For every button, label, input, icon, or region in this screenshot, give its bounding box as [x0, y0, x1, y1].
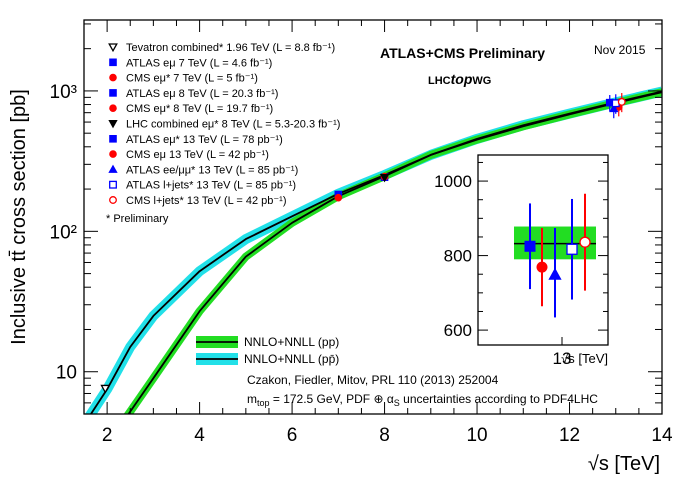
- legend-marker: [109, 73, 117, 82]
- legend-marker: [109, 89, 117, 97]
- legend-label: LHC combined eμ* 8 TeV (L = 5.3-20.3 fb⁻…: [126, 119, 340, 131]
- legend-label: ATLAS eμ 8 TeV (L = 20.3 fb⁻¹): [126, 88, 278, 100]
- theory-legend-label: NNLO+NNLL (pp): [244, 335, 339, 349]
- chart-date: Nov 2015: [594, 43, 646, 57]
- x-axis-title: √s [TeV]: [588, 453, 660, 475]
- inset-data-point: [566, 243, 578, 255]
- legend-marker: [109, 135, 117, 143]
- legend-marker: [109, 196, 117, 204]
- x-tick-label: 2: [102, 425, 113, 446]
- legend-marker: [109, 150, 117, 158]
- measurement-legend: Tevatron combined* 1.96 TeV (L = 8.8 fb⁻…: [108, 42, 340, 207]
- x-tick-label: 12: [559, 425, 580, 446]
- preliminary-note: * Preliminary: [106, 213, 169, 225]
- measurement-points: [100, 93, 626, 394]
- theory-reference: Czakon, Fiedler, Mitov, PRL 110 (2013) 2…: [247, 373, 499, 387]
- legend-marker: [108, 43, 118, 53]
- legend-label: CMS eμ 13 TeV (L = 42 pb⁻¹): [126, 149, 269, 161]
- legend-label: ATLAS l+jets* 13 TeV (L = 85 pb⁻¹): [126, 180, 296, 192]
- inset-x-tick-label: 13: [553, 349, 572, 368]
- legend-marker: [109, 104, 117, 112]
- group-label-post: WG: [472, 75, 491, 87]
- y-tick-label: 10: [56, 363, 77, 384]
- group-label-pre: LHC: [428, 75, 451, 87]
- theory-legend: NNLO+NNLL (pp) NNLO+NNLL (pp̄): [196, 335, 339, 366]
- plot-frame: [83, 19, 663, 415]
- chart-title: ATLAS+CMS Preliminary: [380, 45, 545, 61]
- x-tick-label: 4: [194, 425, 205, 446]
- inset-data-point: [536, 261, 548, 273]
- inset-y-tick-label: 800: [444, 247, 472, 266]
- data-point: [617, 97, 626, 106]
- x-tick-label: 14: [651, 425, 673, 446]
- legend-marker: [108, 119, 118, 129]
- legend-label: CMS eμ* 8 TeV (L = 19.7 fb⁻¹): [126, 103, 273, 115]
- axes: 2 4 6 8 10 12 14 10 10² 10³: [50, 20, 673, 446]
- x-tick-label: 8: [379, 425, 390, 446]
- data-point: [334, 193, 343, 202]
- group-label-bold: top: [451, 71, 473, 87]
- theory-line-pp: [127, 91, 662, 414]
- y-tick-label: 10³: [50, 82, 77, 103]
- legend-marker: [109, 58, 117, 67]
- inset-data-point: [524, 240, 536, 252]
- legend-label: CMS l+jets* 13 TeV (L = 42 pb⁻¹): [126, 195, 287, 207]
- x-tick-label: 10: [466, 425, 487, 446]
- inset-frame: [477, 154, 609, 346]
- inset-data-point: [548, 267, 562, 280]
- legend-label: CMS eμ* 7 TeV (L = 5 fb⁻¹): [126, 73, 258, 85]
- legend-label: ATLAS eμ* 13 TeV (L = 78 pb⁻¹): [126, 134, 283, 146]
- legend-label: Tevatron combined* 1.96 TeV (L = 8.8 fb⁻…: [126, 42, 335, 54]
- x-tick-label: 6: [287, 425, 298, 446]
- y-tick-label: 10²: [50, 222, 77, 243]
- inset-y-tick-label: 600: [444, 321, 472, 340]
- inset-data-point: [579, 236, 591, 248]
- inset-y-tick-label: 1000: [434, 172, 472, 191]
- group-label: LHCtopWG: [428, 71, 491, 87]
- legend-label: ATLAS ee/μμ* 13 TeV (L = 85 pb⁻¹): [126, 164, 298, 176]
- theory-legend-label: NNLO+NNLL (pp̄): [244, 352, 339, 366]
- y-axis-title: Inclusive tt̄ cross section [pb]: [8, 89, 30, 345]
- inset-x-axis-title: √s [TeV]: [561, 351, 608, 366]
- legend-marker: [109, 180, 117, 189]
- mtop-note: mtop = 172.5 GeV, PDF ⊕ αS uncertainties…: [247, 392, 598, 408]
- data-point: [100, 384, 111, 394]
- legend-label: ATLAS eμ 7 TeV (L = 4.6 fb⁻¹): [126, 57, 272, 69]
- inset-plot: 600 800 1000 13√s [TeV]: [434, 147, 616, 373]
- data-point: [379, 174, 390, 183]
- legend-marker: [108, 164, 118, 173]
